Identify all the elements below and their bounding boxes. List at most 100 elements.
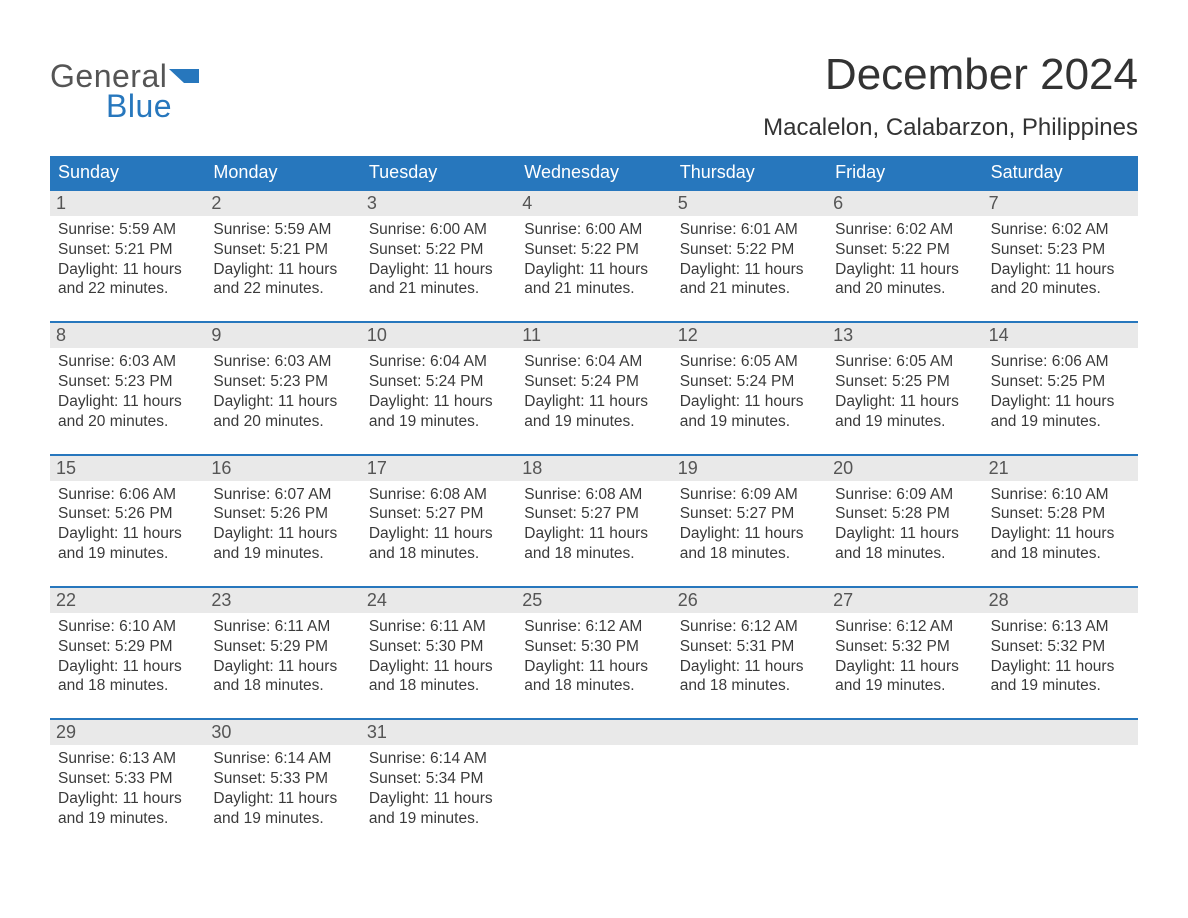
day-number: 26	[672, 588, 827, 613]
dow-cell: Tuesday	[361, 156, 516, 189]
day-cell: Sunrise: 6:10 AMSunset: 5:28 PMDaylight:…	[983, 481, 1138, 572]
daylight-line: Daylight: 11 hours and 19 minutes.	[58, 789, 199, 829]
week-row: 891011121314Sunrise: 6:03 AMSunset: 5:23…	[50, 321, 1138, 439]
day-number: 7	[983, 191, 1138, 216]
day-number: 3	[361, 191, 516, 216]
sunrise-line: Sunrise: 6:14 AM	[213, 749, 354, 769]
daylight-line: Daylight: 11 hours and 20 minutes.	[58, 392, 199, 432]
day-number: 30	[205, 720, 360, 745]
sunset-line: Sunset: 5:25 PM	[835, 372, 976, 392]
day-cell: Sunrise: 6:09 AMSunset: 5:28 PMDaylight:…	[827, 481, 982, 572]
sunrise-line: Sunrise: 6:00 AM	[369, 220, 510, 240]
daylight-line: Daylight: 11 hours and 18 minutes.	[369, 524, 510, 564]
day-number: 21	[983, 456, 1138, 481]
sunset-line: Sunset: 5:28 PM	[991, 504, 1132, 524]
day-number: 20	[827, 456, 982, 481]
daylight-line: Daylight: 11 hours and 18 minutes.	[524, 657, 665, 697]
sunrise-line: Sunrise: 6:01 AM	[680, 220, 821, 240]
day-number: 4	[516, 191, 671, 216]
day-number: 23	[205, 588, 360, 613]
sunrise-line: Sunrise: 6:12 AM	[524, 617, 665, 637]
day-cell: Sunrise: 6:02 AMSunset: 5:22 PMDaylight:…	[827, 216, 982, 307]
day-number: 14	[983, 323, 1138, 348]
day-number: 28	[983, 588, 1138, 613]
day-number: 13	[827, 323, 982, 348]
day-cell: Sunrise: 6:09 AMSunset: 5:27 PMDaylight:…	[672, 481, 827, 572]
daylight-line: Daylight: 11 hours and 19 minutes.	[524, 392, 665, 432]
week-row: 22232425262728Sunrise: 6:10 AMSunset: 5:…	[50, 586, 1138, 704]
dow-cell: Friday	[827, 156, 982, 189]
day-cell: Sunrise: 6:00 AMSunset: 5:22 PMDaylight:…	[516, 216, 671, 307]
day-number: 31	[361, 720, 516, 745]
location-subtitle: Macalelon, Calabarzon, Philippines	[763, 114, 1138, 142]
daylight-line: Daylight: 11 hours and 19 minutes.	[369, 789, 510, 829]
day-number: 11	[516, 323, 671, 348]
daylight-line: Daylight: 11 hours and 18 minutes.	[680, 657, 821, 697]
dow-cell: Sunday	[50, 156, 205, 189]
day-number: 6	[827, 191, 982, 216]
sunrise-line: Sunrise: 6:05 AM	[835, 352, 976, 372]
daylight-line: Daylight: 11 hours and 21 minutes.	[680, 260, 821, 300]
sunset-line: Sunset: 5:24 PM	[369, 372, 510, 392]
sunset-line: Sunset: 5:22 PM	[680, 240, 821, 260]
day-cell: Sunrise: 6:03 AMSunset: 5:23 PMDaylight:…	[50, 348, 205, 439]
day-number: 9	[205, 323, 360, 348]
day-cell: Sunrise: 5:59 AMSunset: 5:21 PMDaylight:…	[50, 216, 205, 307]
dow-cell: Monday	[205, 156, 360, 189]
day-number: 12	[672, 323, 827, 348]
daylight-line: Daylight: 11 hours and 20 minutes.	[835, 260, 976, 300]
daynum-strip: 15161718192021	[50, 456, 1138, 481]
daylight-line: Daylight: 11 hours and 18 minutes.	[213, 657, 354, 697]
sunset-line: Sunset: 5:22 PM	[835, 240, 976, 260]
sunset-line: Sunset: 5:33 PM	[213, 769, 354, 789]
daylight-line: Daylight: 11 hours and 19 minutes.	[680, 392, 821, 432]
day-number: 18	[516, 456, 671, 481]
sunrise-line: Sunrise: 5:59 AM	[58, 220, 199, 240]
day-cell: Sunrise: 6:05 AMSunset: 5:24 PMDaylight:…	[672, 348, 827, 439]
weeks-container: 1234567Sunrise: 5:59 AMSunset: 5:21 PMDa…	[50, 189, 1138, 837]
day-cell: Sunrise: 6:10 AMSunset: 5:29 PMDaylight:…	[50, 613, 205, 704]
sunset-line: Sunset: 5:21 PM	[58, 240, 199, 260]
day-cell: Sunrise: 6:12 AMSunset: 5:30 PMDaylight:…	[516, 613, 671, 704]
daylight-line: Daylight: 11 hours and 18 minutes.	[58, 657, 199, 697]
sunset-line: Sunset: 5:34 PM	[369, 769, 510, 789]
day-number: 10	[361, 323, 516, 348]
sunset-line: Sunset: 5:24 PM	[680, 372, 821, 392]
sunrise-line: Sunrise: 6:03 AM	[213, 352, 354, 372]
day-number: 8	[50, 323, 205, 348]
day-number: 27	[827, 588, 982, 613]
sunset-line: Sunset: 5:29 PM	[213, 637, 354, 657]
sunset-line: Sunset: 5:27 PM	[524, 504, 665, 524]
day-number: 1	[50, 191, 205, 216]
day-cell: Sunrise: 6:05 AMSunset: 5:25 PMDaylight:…	[827, 348, 982, 439]
day-cell: Sunrise: 6:11 AMSunset: 5:29 PMDaylight:…	[205, 613, 360, 704]
sunset-line: Sunset: 5:22 PM	[369, 240, 510, 260]
day-cell: Sunrise: 6:04 AMSunset: 5:24 PMDaylight:…	[361, 348, 516, 439]
sunset-line: Sunset: 5:23 PM	[58, 372, 199, 392]
daylight-line: Daylight: 11 hours and 18 minutes.	[835, 524, 976, 564]
sunset-line: Sunset: 5:24 PM	[524, 372, 665, 392]
sunset-line: Sunset: 5:27 PM	[680, 504, 821, 524]
daynum-strip: 22232425262728	[50, 588, 1138, 613]
sunset-line: Sunset: 5:26 PM	[213, 504, 354, 524]
day-cell: Sunrise: 6:08 AMSunset: 5:27 PMDaylight:…	[516, 481, 671, 572]
sunset-line: Sunset: 5:21 PM	[213, 240, 354, 260]
day-of-week-header: SundayMondayTuesdayWednesdayThursdayFrid…	[50, 156, 1138, 189]
day-cell: Sunrise: 6:03 AMSunset: 5:23 PMDaylight:…	[205, 348, 360, 439]
sunset-line: Sunset: 5:33 PM	[58, 769, 199, 789]
daynum-strip: 891011121314	[50, 323, 1138, 348]
calendar-grid: SundayMondayTuesdayWednesdayThursdayFrid…	[50, 156, 1138, 837]
sunrise-line: Sunrise: 6:08 AM	[524, 485, 665, 505]
sunrise-line: Sunrise: 5:59 AM	[213, 220, 354, 240]
daylight-line: Daylight: 11 hours and 19 minutes.	[213, 789, 354, 829]
sunrise-line: Sunrise: 6:11 AM	[369, 617, 510, 637]
sunset-line: Sunset: 5:27 PM	[369, 504, 510, 524]
daylight-line: Daylight: 11 hours and 18 minutes.	[369, 657, 510, 697]
day-cell: Sunrise: 5:59 AMSunset: 5:21 PMDaylight:…	[205, 216, 360, 307]
dow-cell: Saturday	[983, 156, 1138, 189]
daylight-line: Daylight: 11 hours and 18 minutes.	[991, 524, 1132, 564]
month-title: December 2024	[763, 50, 1138, 100]
daylight-line: Daylight: 11 hours and 19 minutes.	[991, 657, 1132, 697]
sunset-line: Sunset: 5:31 PM	[680, 637, 821, 657]
daylight-line: Daylight: 11 hours and 19 minutes.	[213, 524, 354, 564]
